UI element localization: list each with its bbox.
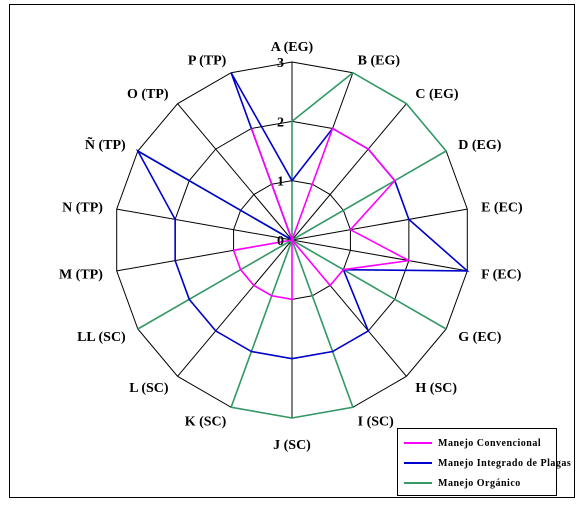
- legend-item: Manejo Integrado de Plagas: [404, 453, 571, 473]
- radar-series: [135, 71, 470, 419]
- legend-label: Manejo Convencional: [438, 437, 542, 449]
- category-label: O (TP): [127, 87, 169, 102]
- grid-spoke: [291, 239, 468, 272]
- radial-tick-labels: 0 1 2 3: [277, 56, 284, 249]
- legend: Manejo Convencional Manejo Integrado de …: [397, 428, 571, 496]
- category-label: K (SC): [185, 414, 227, 429]
- grid-spoke: [177, 103, 293, 241]
- category-label: A (EG): [271, 40, 314, 55]
- category-label: M (TP): [59, 267, 103, 282]
- category-label: LL (SC): [77, 330, 126, 345]
- category-label: F (EC): [481, 267, 522, 282]
- legend-label: Manejo Orgánico: [438, 477, 521, 489]
- category-label: N (TP): [62, 201, 103, 216]
- radial-tick-label: 0: [277, 234, 284, 249]
- category-label: D (EG): [458, 138, 502, 153]
- category-label: B (EG): [358, 54, 401, 69]
- grid-spoke: [291, 103, 407, 241]
- radial-tick-label: 1: [277, 175, 284, 190]
- grid-spoke: [116, 208, 293, 241]
- category-label: H (SC): [415, 381, 457, 396]
- category-label: Ñ (TP): [85, 135, 126, 153]
- radial-tick-label: 2: [277, 115, 284, 130]
- grid-spoke: [291, 208, 468, 241]
- category-label: J (SC): [273, 438, 311, 453]
- radial-tick-label: 3: [277, 56, 284, 71]
- category-label: L (SC): [129, 381, 169, 396]
- category-label: I (SC): [358, 414, 395, 429]
- legend-swatch: [404, 462, 432, 464]
- grid-spoke: [177, 239, 293, 377]
- category-label: G (EC): [458, 330, 502, 345]
- category-labels: A (EG) B (EG) C (EG) D (EG) E (EC) F (EC) G (E…: [59, 40, 523, 453]
- category-label: E (EC): [481, 201, 523, 216]
- legend-item: Manejo Convencional: [404, 433, 556, 453]
- category-label: P (TP): [188, 54, 227, 69]
- legend-item: Manejo Orgánico: [404, 473, 556, 493]
- legend-label: Manejo Integrado de Plagas: [438, 457, 572, 469]
- category-label: C (EG): [415, 87, 459, 102]
- legend-swatch: [404, 482, 432, 484]
- legend-swatch: [404, 442, 432, 444]
- series-line: [232, 127, 412, 301]
